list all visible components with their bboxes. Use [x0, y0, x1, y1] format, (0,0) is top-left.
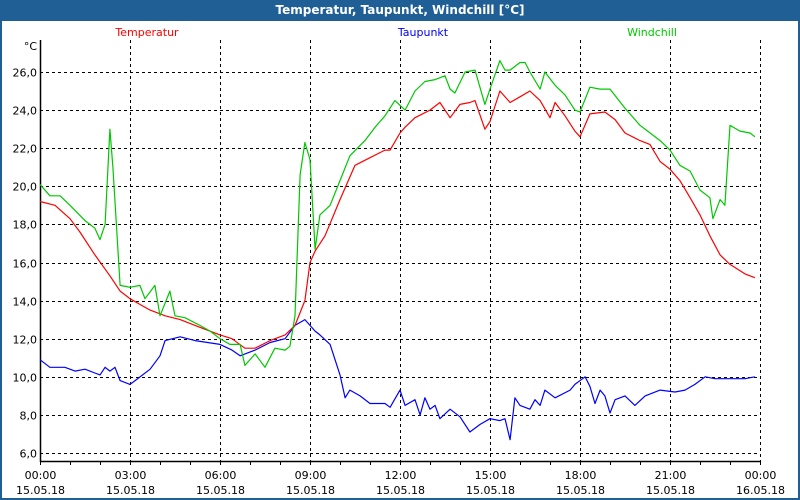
x-tick-date: 16.05.18: [736, 484, 785, 497]
y-tick-label: 22,0: [13, 143, 38, 156]
legend-taupunkt: Taupunkt: [397, 26, 449, 39]
y-tick-label: 6,0: [20, 448, 38, 461]
x-tick-time: 00:00: [745, 469, 777, 482]
x-tick-time: 21:00: [655, 469, 687, 482]
x-tick-time: 03:00: [115, 469, 147, 482]
y-tick-label: 8,0: [20, 410, 38, 423]
x-tick-time: 06:00: [205, 469, 237, 482]
x-tick-time: 00:00: [25, 469, 57, 482]
y-tick-label: 16,0: [13, 258, 38, 271]
legend-windchill: Windchill: [627, 26, 677, 39]
legend-temperatur: Temperatur: [114, 26, 179, 39]
window-title: Temperatur, Taupunkt, Windchill [°C]: [275, 3, 525, 17]
x-tick-time: 18:00: [565, 469, 597, 482]
x-tick-date: 15.05.18: [286, 484, 335, 497]
x-tick-time: 12:00: [385, 469, 417, 482]
series-line-taupunkt: [39, 319, 756, 441]
y-tick-label: 12,0: [13, 334, 38, 347]
x-tick-date: 15.05.18: [196, 484, 245, 497]
y-axis-unit-label: °C: [24, 40, 38, 53]
x-tick-time: 15:00: [475, 469, 507, 482]
x-tick-date: 15.05.18: [466, 484, 515, 497]
series-line-windchill: [39, 59, 756, 368]
x-tick-date: 15.05.18: [556, 484, 605, 497]
y-tick-label: 18,0: [13, 219, 38, 232]
series-line-temperatur: [39, 90, 756, 349]
x-tick-date: 15.05.18: [376, 484, 425, 497]
y-tick-label: 26,0: [13, 67, 38, 80]
y-tick-label: 20,0: [13, 181, 38, 194]
x-tick-date: 15.05.18: [16, 484, 65, 497]
x-tick-date: 15.05.18: [106, 484, 155, 497]
x-tick-time: 09:00: [295, 469, 327, 482]
y-tick-label: 24,0: [13, 105, 38, 118]
y-tick-label: 14,0: [13, 296, 38, 309]
y-tick-label: 10,0: [13, 372, 38, 385]
x-tick-date: 15.05.18: [646, 484, 695, 497]
